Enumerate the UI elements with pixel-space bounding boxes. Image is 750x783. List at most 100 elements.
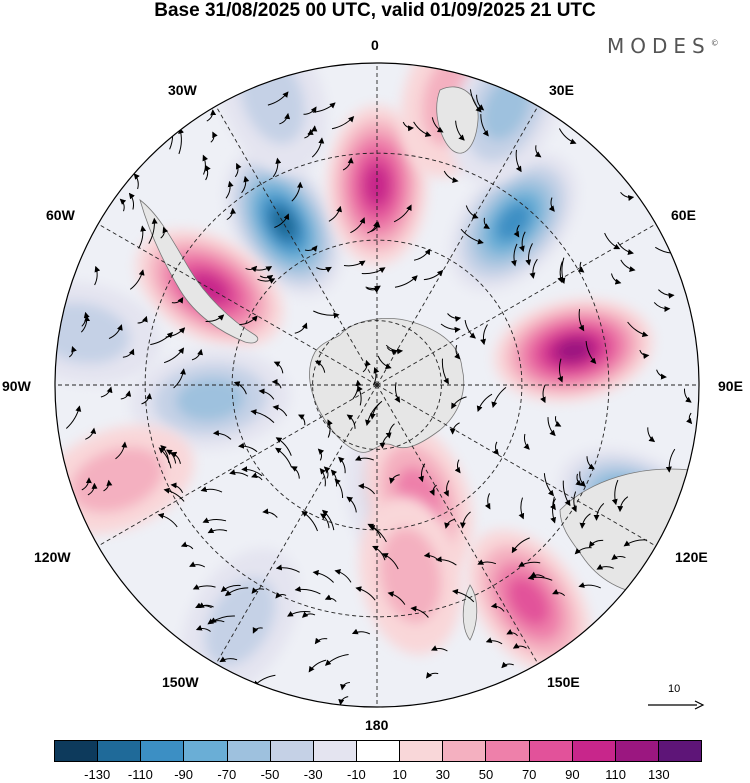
wind-arrow bbox=[511, 537, 530, 554]
wind-arrow bbox=[259, 274, 274, 281]
wind-arrow bbox=[267, 91, 289, 106]
colorbar-swatch-8 bbox=[400, 741, 444, 761]
wind-arrow bbox=[141, 393, 153, 405]
wind-arrow bbox=[291, 466, 300, 479]
wind-arrow bbox=[429, 484, 437, 496]
wind-arrow bbox=[506, 628, 518, 637]
wind-arrow bbox=[87, 482, 98, 496]
colorbar-label: 130 bbox=[647, 767, 670, 782]
wind-arrow bbox=[540, 384, 546, 404]
wind-arrow bbox=[444, 518, 456, 529]
wind-arrow bbox=[543, 473, 555, 497]
wind-arrow bbox=[308, 659, 327, 673]
map-title: Base 31/08/2025 00 UTC, valid 01/09/2025… bbox=[154, 0, 596, 21]
wind-arrow bbox=[611, 273, 622, 285]
colorbar bbox=[54, 740, 702, 762]
wind-arrow bbox=[94, 265, 101, 286]
wind-arrow bbox=[317, 448, 325, 461]
wind-arrow bbox=[165, 327, 186, 338]
wind-arrow bbox=[275, 437, 292, 456]
colorbar-label: -50 bbox=[260, 767, 280, 782]
wind-arrow bbox=[81, 477, 92, 491]
south-america-tip bbox=[139, 198, 259, 344]
lon-label-180: 180 bbox=[365, 717, 389, 733]
wind-arrow bbox=[575, 473, 582, 486]
wind-arrow bbox=[430, 645, 448, 652]
wind-arrow bbox=[354, 455, 375, 461]
wind-arrow bbox=[372, 367, 380, 386]
wind-arrow bbox=[418, 463, 426, 483]
wind-arrow bbox=[623, 539, 647, 547]
wind-arrow bbox=[291, 181, 304, 202]
wind-arrow bbox=[312, 102, 336, 113]
lon-label-150e: 150E bbox=[547, 674, 580, 690]
wind-arrow bbox=[357, 385, 363, 406]
wind-arrow bbox=[219, 656, 238, 663]
colorbar-label: 50 bbox=[478, 767, 494, 782]
colorbar-label: -90 bbox=[174, 767, 193, 782]
wind-arrow bbox=[394, 275, 418, 288]
wind-arrow bbox=[402, 121, 414, 132]
wind-arrow bbox=[331, 115, 355, 130]
wind-arrow bbox=[485, 637, 503, 645]
wind-arrow bbox=[202, 517, 227, 523]
wind-arrow bbox=[393, 204, 412, 223]
colorbar-swatch-6 bbox=[313, 741, 357, 761]
wind-arrow bbox=[163, 347, 185, 364]
wind-arrow bbox=[372, 545, 386, 561]
wind-arrow bbox=[198, 602, 214, 608]
wind-arrow bbox=[157, 512, 178, 528]
colorbar-label: 30 bbox=[435, 767, 451, 782]
wind-arrow bbox=[480, 114, 489, 137]
lon-label-150w: 150W bbox=[162, 674, 199, 690]
wind-arrow bbox=[298, 414, 306, 426]
wind-arrow bbox=[314, 637, 328, 645]
colorbar-label: -110 bbox=[127, 767, 153, 782]
wind-arrow bbox=[301, 511, 318, 532]
wind-arrow bbox=[191, 348, 204, 361]
wind-arrow bbox=[571, 491, 577, 513]
wind-arrow bbox=[586, 456, 595, 470]
wind-arrow bbox=[166, 449, 177, 464]
wind-arrow bbox=[250, 409, 275, 423]
wind-arrow bbox=[550, 496, 557, 524]
wind-arrow bbox=[239, 315, 258, 326]
africa-tip bbox=[436, 86, 479, 154]
wind-arrow bbox=[148, 217, 158, 244]
wind-vectors bbox=[65, 89, 693, 706]
wind-arrow bbox=[189, 561, 206, 568]
wind-arrow bbox=[454, 459, 461, 474]
wind-arrow bbox=[212, 429, 232, 440]
wind-arrow bbox=[338, 456, 346, 474]
colorbar-swatch-9 bbox=[443, 741, 487, 761]
wind-arrow bbox=[120, 390, 132, 400]
wind-arrow bbox=[275, 447, 293, 468]
wind-arrow bbox=[150, 331, 173, 346]
wind-arrow bbox=[119, 198, 127, 212]
wind-arrow bbox=[251, 472, 263, 481]
wind-arrow bbox=[518, 231, 526, 253]
wind-arrow bbox=[170, 482, 184, 494]
colorbar-swatch-11 bbox=[529, 741, 573, 761]
wind-arrow bbox=[443, 170, 459, 183]
colorbar-label: 70 bbox=[521, 767, 537, 782]
wind-arrow bbox=[562, 480, 571, 507]
wind-arrow bbox=[685, 412, 693, 425]
wind-arrow bbox=[273, 361, 284, 374]
wind-arrow bbox=[377, 355, 392, 370]
wind-arrow bbox=[464, 320, 476, 339]
wind-arrow bbox=[617, 241, 634, 255]
lon-label-90w: 90W bbox=[2, 378, 31, 394]
wind-arrow bbox=[443, 480, 450, 497]
wind-arrow bbox=[611, 553, 626, 561]
wind-arrow bbox=[387, 591, 406, 605]
wind-arrow bbox=[294, 586, 321, 595]
wind-arrow bbox=[449, 422, 460, 435]
colorbar-swatch-12 bbox=[572, 741, 616, 761]
wind-arrow bbox=[379, 434, 390, 449]
wind-arrow bbox=[389, 474, 400, 484]
wind-arrow bbox=[346, 496, 357, 513]
wind-arrow bbox=[579, 471, 586, 487]
wind-arrow bbox=[334, 569, 352, 583]
